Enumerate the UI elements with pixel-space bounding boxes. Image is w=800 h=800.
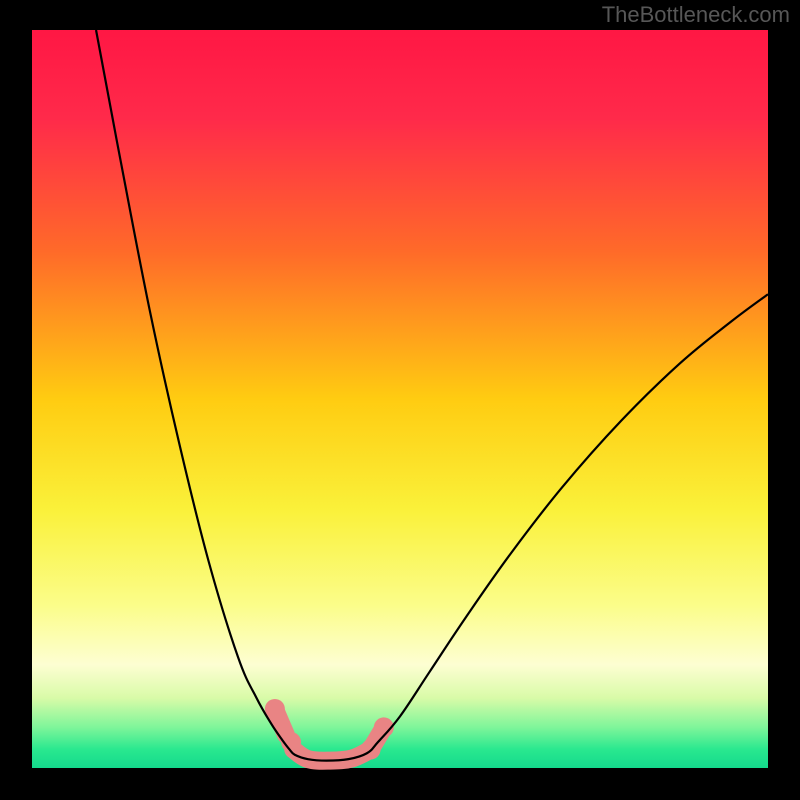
highlight-dot [265,699,285,719]
watermark-text: TheBottleneck.com [602,2,790,28]
chart-container: TheBottleneck.com [0,0,800,800]
gradient-background [32,30,768,768]
bottleneck-curve-chart [0,0,800,800]
